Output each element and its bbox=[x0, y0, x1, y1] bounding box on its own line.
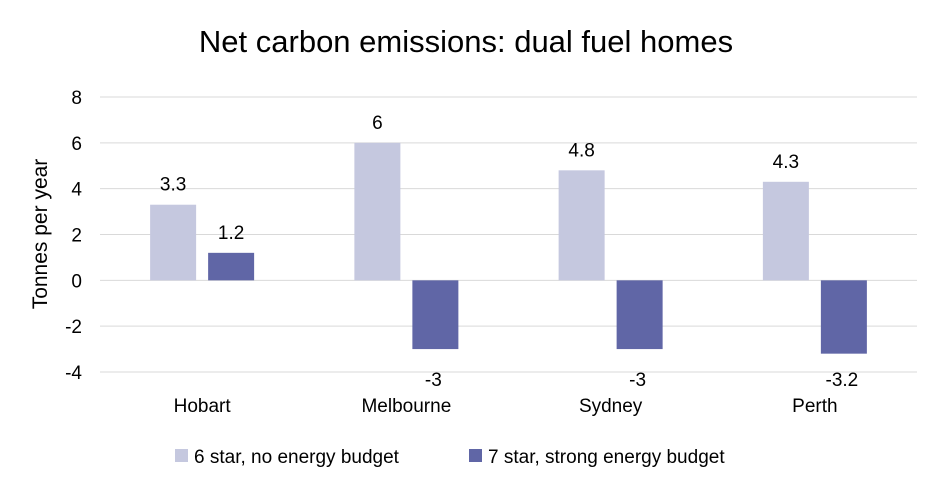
bar bbox=[762, 181, 809, 281]
data-label: 4.3 bbox=[773, 152, 799, 173]
chart-title: Net carbon emissions: dual fuel homes bbox=[199, 24, 733, 59]
data-labels: 3.3 1.2 6 -3 4.8 -3 4.3 -3.2 bbox=[160, 113, 858, 391]
category-label: Hobart bbox=[174, 396, 232, 417]
bar bbox=[558, 170, 605, 281]
y-tick-label: 2 bbox=[71, 226, 82, 247]
data-label: -3.2 bbox=[826, 370, 859, 391]
y-tick-label: 6 bbox=[71, 134, 82, 155]
bar bbox=[354, 142, 401, 281]
bar bbox=[820, 280, 867, 354]
y-axis-ticks: -4 -2 0 2 4 6 8 bbox=[65, 88, 82, 384]
legend-swatch bbox=[469, 449, 482, 462]
category-label: Melbourne bbox=[361, 396, 451, 417]
bar bbox=[208, 252, 255, 281]
data-label: 6 bbox=[372, 113, 383, 134]
legend-swatch bbox=[175, 449, 188, 462]
y-tick-label: 4 bbox=[71, 180, 82, 201]
category-label: Perth bbox=[792, 396, 837, 417]
legend-label: 7 star, strong energy budget bbox=[488, 447, 725, 468]
data-label: 4.8 bbox=[568, 140, 594, 161]
bar bbox=[150, 204, 197, 281]
category-labels: Hobart Melbourne Sydney Perth bbox=[174, 396, 838, 417]
y-tick-label: 8 bbox=[71, 88, 82, 109]
gridlines bbox=[100, 96, 917, 373]
data-label: -3 bbox=[629, 370, 646, 391]
bar bbox=[412, 280, 459, 350]
y-tick-label: 0 bbox=[71, 271, 82, 292]
data-label: -3 bbox=[425, 370, 442, 391]
data-label: 3.3 bbox=[160, 175, 186, 196]
legend-label: 6 star, no energy budget bbox=[194, 447, 400, 468]
y-axis-label: Tonnes per year bbox=[29, 159, 52, 310]
category-label: Sydney bbox=[579, 396, 643, 417]
data-label: 1.2 bbox=[218, 223, 244, 244]
legend: 6 star, no energy budget 7 star, strong e… bbox=[175, 447, 725, 468]
y-tick-label: -2 bbox=[65, 317, 82, 338]
y-tick-label: -4 bbox=[65, 363, 82, 384]
bar bbox=[616, 280, 663, 350]
bars bbox=[150, 142, 867, 354]
